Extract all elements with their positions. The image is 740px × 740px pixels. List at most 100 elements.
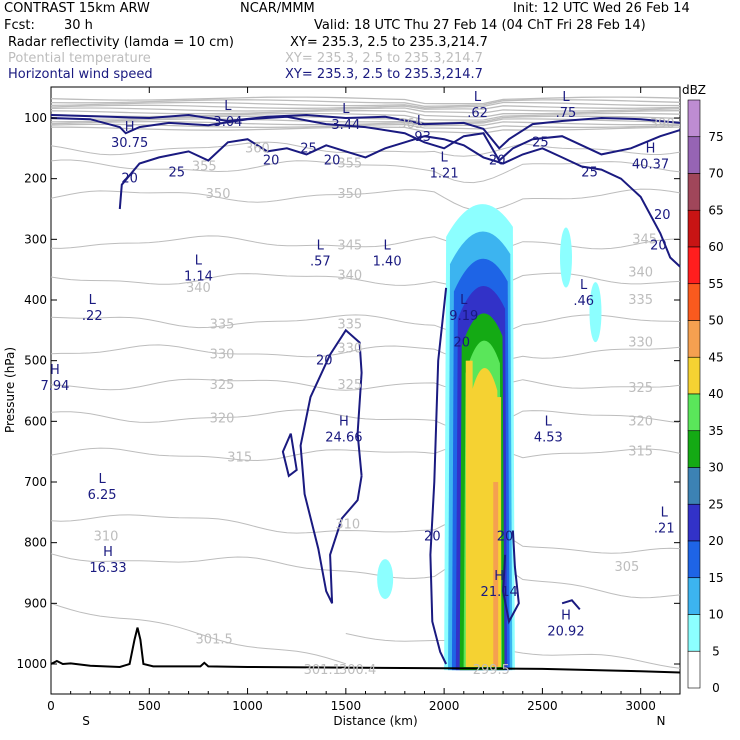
extremum-low-marker: L <box>460 293 468 308</box>
y-axis-title: Pressure (hPa) <box>3 347 17 433</box>
isentrope-label: 345 <box>632 232 657 247</box>
extremum-value: 9.19 <box>449 309 478 324</box>
extremum-value: .21 <box>654 521 675 536</box>
extremum-value: 24.66 <box>325 430 362 445</box>
x-tick-label: 500 <box>138 699 161 713</box>
isentrope-label: 340 <box>186 281 211 296</box>
plot-area <box>50 86 681 695</box>
colorbar-label: 65 <box>708 203 723 217</box>
colorbar-label: 50 <box>708 314 723 328</box>
isentrope-line <box>50 444 681 462</box>
wind-contour-label: 20 <box>316 354 333 369</box>
extremum-low-marker: L <box>383 239 391 254</box>
isentrope-label: 299.5 <box>473 663 510 678</box>
isentrope-line <box>50 409 681 432</box>
isentrope-label: 315 <box>227 451 252 466</box>
isentrope-label: 301.1 <box>304 663 341 678</box>
isentrope-label: 340 <box>337 269 362 284</box>
colorbar-swatch <box>687 320 701 358</box>
colorbar-swatch <box>687 577 701 615</box>
extremum-value: 6.25 <box>88 488 117 503</box>
y-tick-label: 900 <box>24 596 47 610</box>
isentrope-label: 350 <box>206 187 231 202</box>
extremum-high-marker: H <box>125 120 135 135</box>
extremum-low-marker: L <box>195 254 203 269</box>
isentrope-label: 310 <box>94 530 119 545</box>
valid-time: Valid: 18 UTC Thu 27 Feb 14 (04 ChT Fri … <box>314 18 646 33</box>
wind-contour-label: 20 <box>489 153 506 168</box>
colorbar-unit: dBZ <box>682 83 706 97</box>
y-tick-label: 1000 <box>16 657 47 671</box>
extremum-value: 1.14 <box>184 270 213 285</box>
wind-contour-label: 25 <box>300 141 317 156</box>
colorbar-label: 40 <box>708 387 723 401</box>
forecast-label: Fcst: <box>4 18 35 33</box>
colorbar-swatch <box>687 173 701 211</box>
center-label: NCAR/MMM <box>240 1 315 16</box>
extremum-value: .93 <box>410 130 431 145</box>
y-tick-label: 700 <box>24 475 47 489</box>
isentrope-label: 310 <box>335 517 360 532</box>
isentrope-label: 320 <box>210 411 235 426</box>
extremum-value: 3.44 <box>331 118 360 133</box>
field-xy-reflectivity: XY= 235.3, 2.5 to 235.3,214.7 <box>290 35 488 50</box>
isentrope-label: 390 <box>650 117 675 132</box>
isentrope-line <box>50 314 681 336</box>
reflectivity-core-streak <box>493 482 499 668</box>
wind-contour-20-west <box>429 287 448 665</box>
isentrope-label: 355 <box>192 160 217 175</box>
extremum-low-marker: L <box>89 293 97 308</box>
colorbar-label: 5 <box>712 644 720 658</box>
extremum-value: 3.04 <box>213 115 242 130</box>
field-xy-theta: XY= 235.3, 2.5 to 235.3,214.7 <box>285 51 483 66</box>
extremum-value: 1.21 <box>430 167 459 182</box>
y-tick-label: 400 <box>24 293 47 307</box>
wind-contour-label: 20 <box>263 153 280 168</box>
colorbar-swatch <box>687 614 701 652</box>
isentrope-label: 360 <box>245 141 270 156</box>
x-axis-north-label: N <box>657 714 666 728</box>
extremum-value: 4.53 <box>534 430 563 445</box>
wind-contour-label: 20 <box>324 153 341 168</box>
isentrope-line <box>50 602 346 665</box>
x-axis-title: Distance (km) <box>333 714 417 728</box>
extremum-value: 40.37 <box>632 157 669 172</box>
wind-contour-jet-30 <box>50 115 681 163</box>
extremum-high-marker: H <box>494 569 504 584</box>
extremum-high-marker: H <box>103 545 113 560</box>
wind-contour-jet-25 <box>50 113 681 150</box>
wind-contour-label: 20 <box>650 238 667 253</box>
isentrope-line <box>50 141 681 157</box>
extremum-value: 20.92 <box>547 625 584 640</box>
isentrope-upper-line <box>50 110 681 118</box>
isentrope-line <box>50 553 681 599</box>
extremum-value: .57 <box>310 255 331 270</box>
reflectivity-layer <box>377 204 602 671</box>
extremum-low-marker: L <box>342 102 350 117</box>
y-tick-label: 200 <box>24 172 47 186</box>
init-time: Init: 12 UTC Wed 26 Feb 14 <box>513 1 690 16</box>
extremum-value: .46 <box>573 294 594 309</box>
wind-contour-label: 20 <box>121 172 138 187</box>
colorbar-label: 30 <box>708 461 723 475</box>
extremum-low-marker: L <box>441 151 449 166</box>
extremum-value: 1.40 <box>373 255 402 270</box>
wind-contour-label: 25 <box>532 135 549 150</box>
wind-contour-label: 25 <box>581 166 598 181</box>
x-tick-label: 2000 <box>429 699 460 713</box>
field-xy-wind: XY= 235.3, 2.5 to 235.3,214.7 <box>285 67 483 82</box>
colorbar-label: 70 <box>708 167 723 181</box>
extremum-high-marker: H <box>646 141 656 156</box>
colorbar-label: 45 <box>708 350 723 364</box>
isentrope-label: 335 <box>210 317 235 332</box>
wind-contour-small-arc <box>561 599 581 611</box>
wind-contour-label: 20 <box>654 208 671 223</box>
model-title: CONTRAST 15km ARW <box>4 1 150 16</box>
wind-contour-small-loop <box>281 433 298 478</box>
extremum-high-marker: H <box>561 609 571 624</box>
field-name-theta: Potential temperature <box>8 51 151 66</box>
extremum-value: .22 <box>82 309 103 324</box>
colorbar-swatch <box>687 246 701 285</box>
extremum-low-marker: L <box>545 414 553 429</box>
isentrope-label: 340 <box>628 266 653 281</box>
